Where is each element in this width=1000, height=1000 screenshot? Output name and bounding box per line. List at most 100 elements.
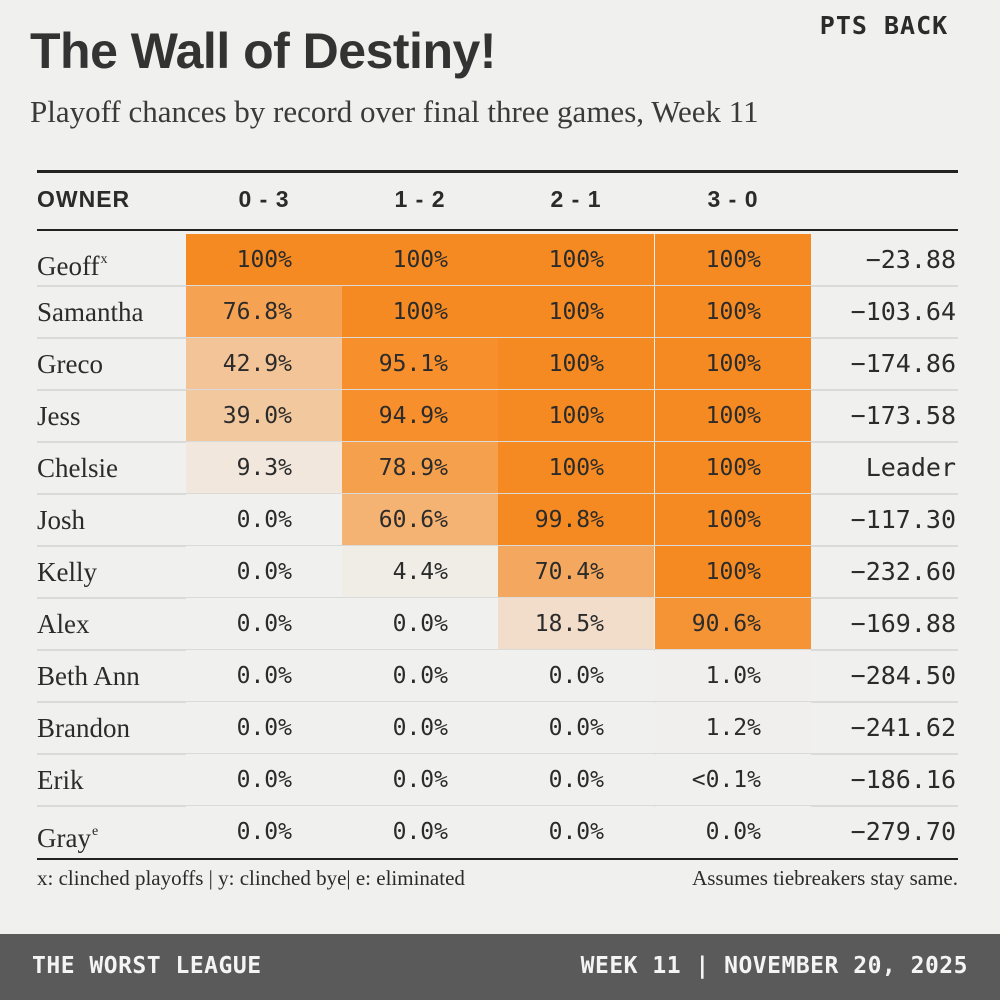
- probability-cell: 100%: [342, 234, 498, 286]
- owner-name: Samantha: [37, 297, 144, 327]
- probability-cell: 100%: [655, 546, 811, 598]
- legend-note: x: clinched playoffs | y: clinched bye| …: [37, 866, 465, 890]
- status-mark: e: [91, 824, 99, 839]
- probability-cell: 94.9%: [342, 390, 498, 442]
- owner-name: Graye: [37, 823, 99, 853]
- table-row: Josh 0.0% 60.6% 99.8% 100% −117.30: [37, 494, 958, 546]
- owner-name: Kelly: [37, 557, 97, 587]
- probability-cell: 100%: [342, 286, 498, 338]
- probability-cell: 90.6%: [655, 598, 811, 650]
- probability-cell: 76.8%: [186, 286, 342, 338]
- header-record-2: 2 - 1: [550, 186, 602, 212]
- pts-back-value: −284.50: [850, 661, 956, 690]
- owner-name: Erik: [37, 765, 84, 795]
- probability-cell: <0.1%: [655, 754, 811, 806]
- chart-title: The Wall of Destiny!: [30, 23, 496, 79]
- probability-cell: 100%: [498, 234, 654, 286]
- probability-cell: 70.4%: [498, 546, 654, 598]
- owner-name: Brandon: [37, 713, 130, 743]
- probability-cell: 4.4%: [342, 546, 498, 598]
- probability-cell: 100%: [655, 390, 811, 442]
- owner-name: Beth Ann: [37, 661, 140, 691]
- table-row: Kelly 0.0% 4.4% 70.4% 100% −232.60: [37, 546, 958, 598]
- header-record-0: 0 - 3: [238, 186, 290, 212]
- probability-cell: 1.0%: [655, 650, 811, 702]
- probability-cell: 0.0%: [186, 806, 342, 858]
- table-row: Chelsie 9.3% 78.9% 100% 100% Leader: [37, 442, 958, 494]
- probability-cell: 78.9%: [342, 442, 498, 494]
- probability-cell: 60.6%: [342, 494, 498, 546]
- probability-cell: 0.0%: [342, 650, 498, 702]
- probability-cell: 1.2%: [655, 702, 811, 754]
- table-row: Alex 0.0% 0.0% 18.5% 90.6% −169.88: [37, 598, 958, 650]
- probability-cell: 100%: [498, 390, 654, 442]
- probability-cell: 100%: [655, 494, 811, 546]
- footer-banner: THE WORST LEAGUE WEEK 11 | NOVEMBER 20, …: [0, 934, 1000, 1000]
- pts-back-value: −23.88: [865, 245, 956, 274]
- probability-cell: 0.0%: [186, 546, 342, 598]
- owner-name: Josh: [37, 505, 86, 535]
- pts-back-value: Leader: [865, 453, 956, 482]
- pts-back-value: −174.86: [850, 349, 956, 378]
- header-owner: OWNER: [37, 186, 131, 212]
- table-row: Brandon 0.0% 0.0% 0.0% 1.2% −241.62: [37, 702, 958, 754]
- owner-name: Greco: [37, 349, 103, 379]
- pts-back-value: −279.70: [850, 817, 956, 846]
- table-bottom-rule: [37, 858, 958, 860]
- probability-cell: 39.0%: [186, 390, 342, 442]
- pts-back-value: −232.60: [850, 557, 956, 586]
- pts-back-value: −186.16: [850, 765, 956, 794]
- header-record-1: 1 - 2: [394, 186, 446, 212]
- probability-cell: 0.0%: [655, 806, 811, 858]
- probability-cell: 100%: [498, 338, 654, 390]
- probability-cell: 0.0%: [186, 754, 342, 806]
- probability-cell: 0.0%: [498, 650, 654, 702]
- league-name: THE WORST LEAGUE: [32, 953, 262, 979]
- pts-back-value: −173.58: [850, 401, 956, 430]
- probability-cell: 100%: [655, 442, 811, 494]
- probability-cell: 0.0%: [186, 494, 342, 546]
- pts-back-value: −169.88: [850, 609, 956, 638]
- probability-cell: 100%: [186, 234, 342, 286]
- probability-cell: 0.0%: [186, 702, 342, 754]
- probability-cell: 9.3%: [186, 442, 342, 494]
- probability-cell: 0.0%: [342, 754, 498, 806]
- probability-cell: 95.1%: [342, 338, 498, 390]
- tiebreaker-note: Assumes tiebreakers stay same.: [692, 866, 958, 890]
- header-record-3: 3 - 0: [707, 186, 759, 212]
- pts-back-value: −103.64: [850, 297, 956, 326]
- table-row: Greco 42.9% 95.1% 100% 100% −174.86: [37, 338, 958, 390]
- chart-subtitle: Playoff chances by record over final thr…: [30, 94, 759, 129]
- owner-name: Chelsie: [37, 453, 118, 483]
- table-row: Erik 0.0% 0.0% 0.0% <0.1% −186.16: [37, 754, 958, 806]
- probability-cell: 0.0%: [342, 806, 498, 858]
- owner-name: Geoffx: [37, 251, 108, 281]
- table-row: Graye 0.0% 0.0% 0.0% 0.0% −279.70: [37, 806, 958, 858]
- table-row: Beth Ann 0.0% 0.0% 0.0% 1.0% −284.50: [37, 650, 958, 702]
- header-pts-back: PTS BACK: [819, 11, 949, 40]
- probability-cell: 42.9%: [186, 338, 342, 390]
- probability-cell: 18.5%: [498, 598, 654, 650]
- probability-cell: 99.8%: [498, 494, 654, 546]
- probability-cell: 0.0%: [498, 754, 654, 806]
- pts-back-value: −117.30: [850, 505, 956, 534]
- table-top-rule: [37, 170, 958, 173]
- pts-back-value: −241.62: [850, 713, 956, 742]
- owner-name: Alex: [37, 609, 90, 639]
- probability-cell: 100%: [498, 442, 654, 494]
- probability-cell: 0.0%: [186, 650, 342, 702]
- probability-cell: 100%: [655, 234, 811, 286]
- table-row: Jess 39.0% 94.9% 100% 100% −173.58: [37, 390, 958, 442]
- probability-cell: 100%: [498, 286, 654, 338]
- probability-cell: 0.0%: [498, 806, 654, 858]
- owner-name: Jess: [37, 401, 81, 431]
- probability-cell: 0.0%: [342, 702, 498, 754]
- table-header-rule: [37, 229, 958, 231]
- status-mark: x: [100, 252, 108, 267]
- probability-cell: 100%: [655, 338, 811, 390]
- table-row: Samantha 76.8% 100% 100% 100% −103.64: [37, 286, 958, 338]
- probability-cell: 0.0%: [498, 702, 654, 754]
- probability-cell: 100%: [655, 286, 811, 338]
- probability-cell: 0.0%: [342, 598, 498, 650]
- table-row: Geoffx 100% 100% 100% 100% −23.88: [37, 234, 958, 286]
